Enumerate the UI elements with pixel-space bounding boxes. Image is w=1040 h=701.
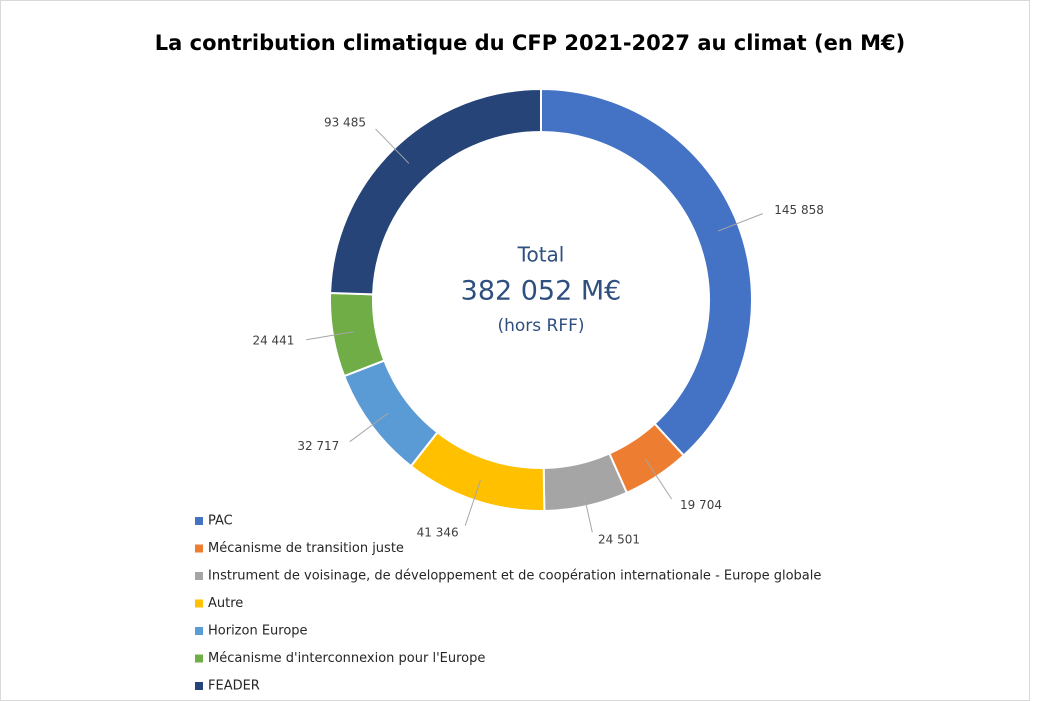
legend-label: Mécanisme d'interconnexion pour l'Europe [208, 651, 485, 666]
leader-line [581, 485, 593, 533]
legend-swatch [195, 654, 203, 663]
legend-swatch [195, 572, 203, 580]
legend-swatch [195, 599, 203, 608]
legend-swatch [195, 627, 203, 635]
legend-label: Autre [208, 596, 243, 611]
value-label: 145 858 [774, 203, 824, 217]
value-label: 24 501 [598, 533, 640, 547]
legend-swatch [195, 544, 203, 553]
value-label: 41 346 [417, 526, 459, 540]
leader-line [717, 213, 763, 232]
legend-label: FEADER [208, 679, 260, 694]
value-label: 93 485 [324, 116, 366, 130]
value-label: 24 441 [252, 334, 294, 348]
legend-swatch [195, 517, 203, 525]
value-label: 32 717 [297, 439, 339, 453]
center-label: Total [517, 243, 565, 267]
leader-line [349, 412, 389, 443]
leader-line [644, 458, 673, 500]
donut-segment [329, 87, 542, 296]
legend-label: Mécanisme de transition juste [208, 541, 404, 556]
legend-swatch [195, 682, 203, 690]
leader-line [464, 479, 481, 526]
legend-label: Horizon Europe [208, 624, 308, 639]
leader-line [306, 331, 354, 341]
center-total: 382 052 M€ [461, 276, 622, 307]
center-note: (hors RFF) [497, 316, 584, 336]
legend-label: PAC [208, 514, 233, 529]
leader-line [375, 128, 410, 164]
value-label: 19 704 [680, 498, 722, 512]
chart-title: La contribution climatique du CFP 2021-2… [155, 31, 905, 55]
legend-label: Instrument de voisinage, de développemen… [208, 569, 821, 584]
